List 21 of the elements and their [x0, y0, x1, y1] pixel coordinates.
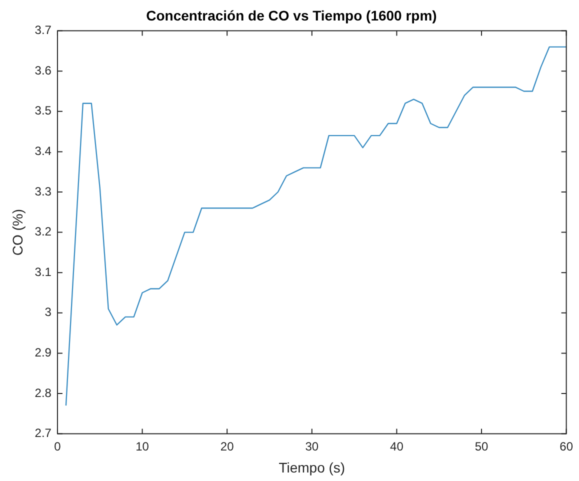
y-tick-label: 2.9 — [34, 346, 52, 360]
y-tick-label: 3.5 — [34, 104, 52, 118]
y-tick-label: 3.3 — [34, 184, 52, 198]
y-tick-label: 2.7 — [34, 426, 52, 440]
x-tick-label: 50 — [474, 439, 489, 454]
y-tick-label: 2.8 — [34, 386, 52, 400]
y-tick-label: 3.7 — [34, 23, 52, 38]
x-tick-label: 0 — [54, 439, 62, 454]
x-tick-label: 20 — [220, 439, 234, 454]
chart-title: Concentración de CO vs Tiempo (1600 rpm) — [146, 7, 437, 24]
y-tick-label: 3 — [44, 305, 52, 320]
x-tick-label: 10 — [136, 439, 150, 454]
y-tick-label: 3.6 — [34, 63, 52, 78]
y-tick-label: 3.2 — [34, 224, 52, 239]
x-tick-label: 60 — [560, 439, 574, 454]
y-tick-label: 3.4 — [34, 144, 52, 158]
y-axis-title: CO (%) — [9, 208, 26, 256]
y-tick-label: 3.1 — [34, 264, 52, 279]
x-tick-label: 30 — [305, 439, 319, 454]
x-tick-label: 40 — [390, 439, 404, 454]
x-axis-title: Tiempo (s) — [278, 459, 346, 476]
